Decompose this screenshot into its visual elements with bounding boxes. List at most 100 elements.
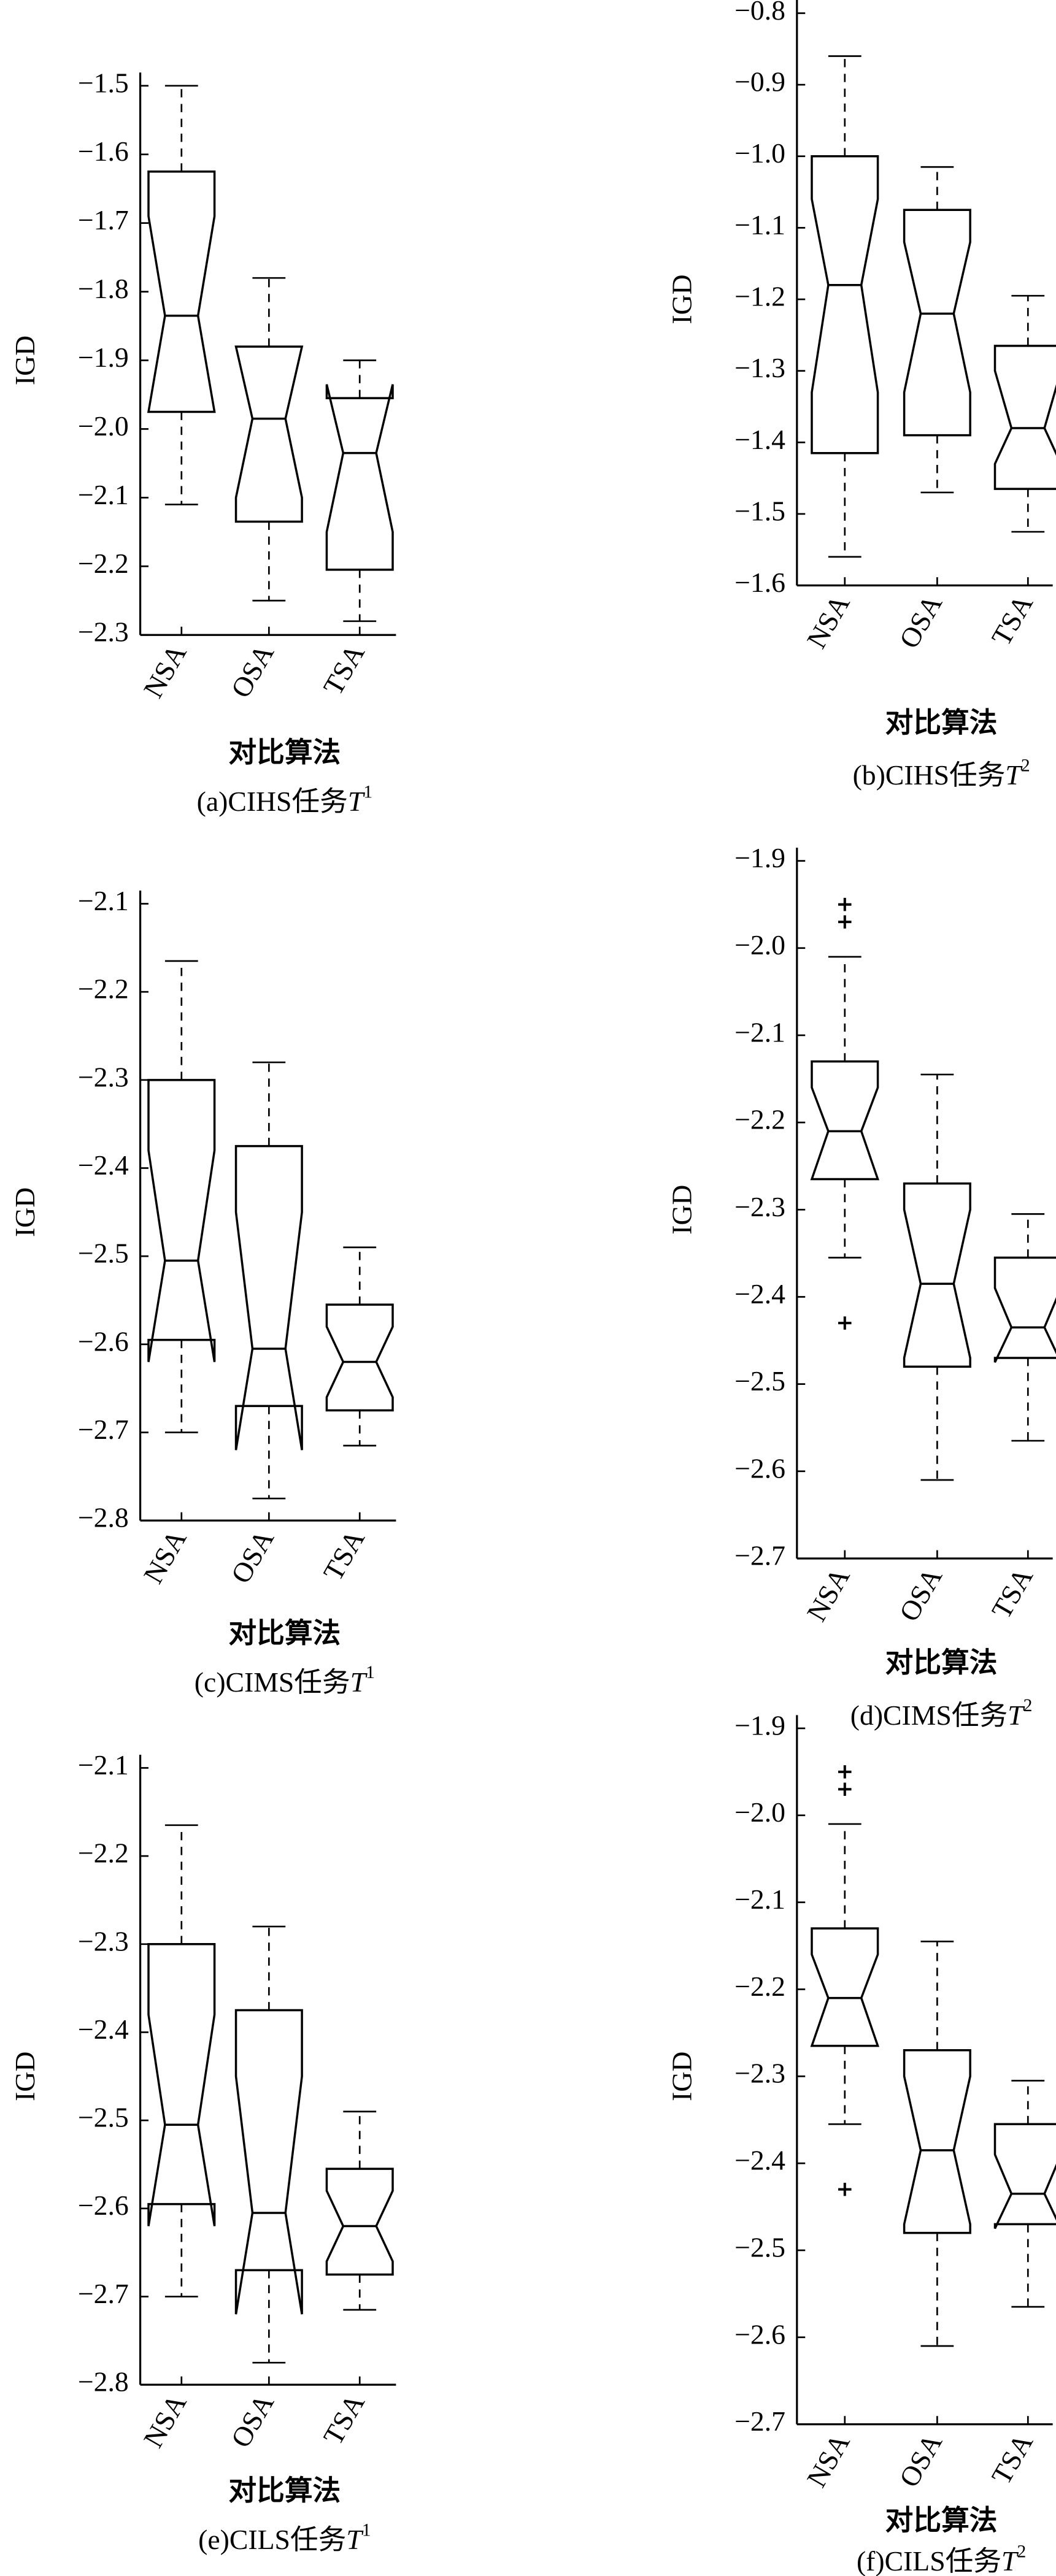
box (903, 2049, 971, 2234)
y-tick-label: −2.2 (78, 973, 129, 1005)
x-tick-label: NSA (137, 1524, 193, 1589)
x-tick-label: NSA (801, 1562, 856, 1627)
caption-variable: T (346, 2524, 364, 2556)
x-tick-label: TSA (985, 2428, 1039, 2490)
y-tick-label: −2.7 (734, 1539, 785, 1571)
outlier (838, 1782, 852, 1796)
y-tick-label: −0.9 (734, 66, 785, 98)
caption-superscript: 2 (1023, 1696, 1033, 1715)
y-tick-label: −2.4 (734, 1278, 785, 1309)
y-tick-label: −1.9 (734, 1709, 785, 1741)
y-axis-label: IGD (9, 335, 40, 385)
x-tick-label: OSA (225, 2388, 280, 2453)
caption-text: (a)CIHS任务 (197, 786, 348, 818)
y-axis-label: IGD (666, 2052, 697, 2101)
y-tick-label: −1.2 (734, 281, 785, 312)
y-tick-label: −2.6 (78, 1325, 129, 1357)
y-tick-label: −2.6 (734, 2318, 785, 2350)
y-tick-label: −1.9 (734, 842, 785, 873)
y-tick-label: −1.7 (78, 204, 129, 236)
caption-variable: T (1008, 1700, 1025, 1731)
outlier (838, 915, 852, 929)
y-tick-label: −2.6 (78, 2190, 129, 2221)
y-tick-label: −1.9 (78, 342, 129, 373)
x-tick-label: NSA (801, 589, 856, 654)
y-tick-label: −2.5 (78, 2102, 129, 2133)
y-tick-label: −2.8 (78, 2366, 129, 2398)
y-tick-label: −0.8 (734, 0, 785, 26)
y-tick-label: −2.3 (734, 1191, 785, 1222)
caption-variable: T (1005, 760, 1023, 791)
y-axis-label: IGD (9, 2052, 40, 2101)
y-axis-label: IGD (9, 1187, 40, 1237)
outlier (838, 1316, 852, 1330)
y-tick-label: −2.4 (78, 1149, 129, 1181)
box (903, 209, 971, 437)
box (810, 1060, 880, 1181)
caption-superscript: 1 (363, 782, 372, 802)
y-tick-label: −2.0 (78, 410, 129, 442)
x-axis-label: 对比算法 (228, 737, 341, 768)
y-tick-label: −2.2 (78, 1838, 129, 1869)
y-tick-label: −1.5 (78, 67, 129, 98)
box (325, 384, 394, 571)
y-tick-label: −2.2 (734, 1971, 785, 2002)
y-tick-label: −2.3 (78, 1925, 129, 1957)
box (993, 1256, 1056, 1363)
y-tick-label: −2.0 (734, 929, 785, 960)
caption: (d)CIMS任务T2 (850, 1696, 1033, 1731)
box (993, 2123, 1056, 2229)
caption-text: (f)CILS任务 (857, 2546, 1001, 2576)
caption: (c)CIMS任务T1 (195, 1663, 375, 1698)
y-tick-label: −2.8 (78, 1502, 129, 1533)
box (234, 1144, 303, 1451)
x-axis-label: 对比算法 (885, 2504, 998, 2536)
box (325, 1303, 394, 1412)
y-tick-label: −2.4 (78, 2014, 129, 2045)
y-tick-label: −2.2 (78, 548, 129, 579)
y-tick-label: −2.5 (78, 1238, 129, 1269)
y-tick-label: −1.6 (734, 567, 785, 598)
outlier (838, 1765, 852, 1779)
caption: (f)CILS任务T2 (857, 2542, 1026, 2576)
x-axis-label: 对比算法 (885, 1647, 998, 1678)
caption: (b)CIHS任务T2 (853, 756, 1030, 791)
caption: (e)CILS任务T1 (198, 2520, 371, 2556)
x-axis-label: 对比算法 (228, 1617, 341, 1649)
y-tick-label: −2.1 (78, 479, 129, 510)
y-tick-label: −2.4 (734, 2145, 785, 2176)
x-tick-label: NSA (137, 638, 193, 703)
x-axis-label: 对比算法 (885, 707, 998, 738)
box (325, 2168, 394, 2276)
caption-variable: T (350, 1667, 368, 1698)
y-tick-label: −2.1 (78, 1749, 129, 1781)
caption: (a)CIHS任务T1 (197, 782, 372, 818)
x-tick-label: TSA (317, 2388, 371, 2450)
y-tick-label: −2.1 (734, 1884, 785, 1915)
box (903, 1182, 971, 1368)
x-axis-label: 对比算法 (228, 2475, 341, 2506)
y-tick-label: −2.3 (78, 616, 129, 648)
y-tick-label: −1.4 (734, 424, 785, 455)
box (234, 345, 304, 523)
y-tick-label: −1.6 (78, 136, 129, 167)
box (147, 1079, 216, 1362)
outlier (838, 2182, 852, 2196)
caption-superscript: 1 (366, 1663, 375, 1682)
y-tick-label: −2.3 (734, 2058, 785, 2089)
y-tick-label: −2.7 (734, 2405, 785, 2437)
box (993, 345, 1056, 490)
y-tick-label: −2.7 (78, 1414, 129, 1445)
x-tick-label: TSA (985, 589, 1039, 651)
x-tick-label: TSA (317, 638, 371, 700)
x-tick-label: TSA (985, 1562, 1039, 1623)
caption-text: (d)CIMS任务 (850, 1700, 1008, 1731)
box (147, 170, 216, 413)
y-tick-label: −1.8 (78, 273, 129, 304)
y-tick-label: −2.0 (734, 1796, 785, 1828)
y-tick-label: −2.6 (734, 1452, 785, 1484)
x-tick-label: NSA (137, 2388, 193, 2453)
caption-text: (c)CIMS任务 (195, 1667, 350, 1698)
y-tick-label: −1.0 (734, 137, 785, 169)
